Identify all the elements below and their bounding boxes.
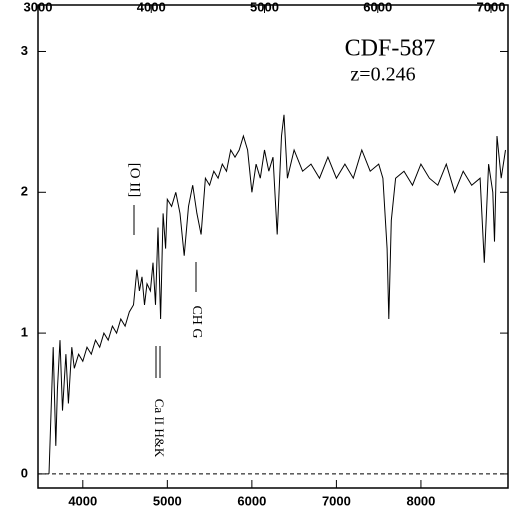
y-tick-label: 0 bbox=[21, 465, 28, 480]
oii-label: [O II] bbox=[127, 163, 143, 198]
x-tick-label: 5000 bbox=[153, 493, 182, 508]
chg-label: CH G bbox=[189, 305, 204, 338]
y-tick-label: 3 bbox=[21, 43, 28, 58]
plot-frame bbox=[37, 4, 509, 489]
x-tick-label: 8000 bbox=[406, 493, 435, 508]
y-tick-label: 2 bbox=[21, 184, 28, 199]
x-tick-label: 7000 bbox=[322, 493, 351, 508]
x2-tick-label: 6000 bbox=[363, 0, 392, 14]
cahk-label: Ca II H&K bbox=[152, 399, 167, 458]
x-tick-label: 4000 bbox=[68, 493, 97, 508]
x-tick-label: 6000 bbox=[237, 493, 266, 508]
x2-tick-label: 7000 bbox=[477, 0, 506, 14]
x2-tick-label: 4000 bbox=[137, 0, 166, 14]
y-tick-label: 1 bbox=[21, 325, 28, 340]
x2-tick-label: 3000 bbox=[24, 0, 53, 14]
redshift: z=0.246 bbox=[350, 64, 415, 86]
object-name: CDF-587 bbox=[345, 36, 436, 62]
x2-tick-label: 5000 bbox=[250, 0, 279, 14]
spectrum bbox=[48, 114, 506, 474]
